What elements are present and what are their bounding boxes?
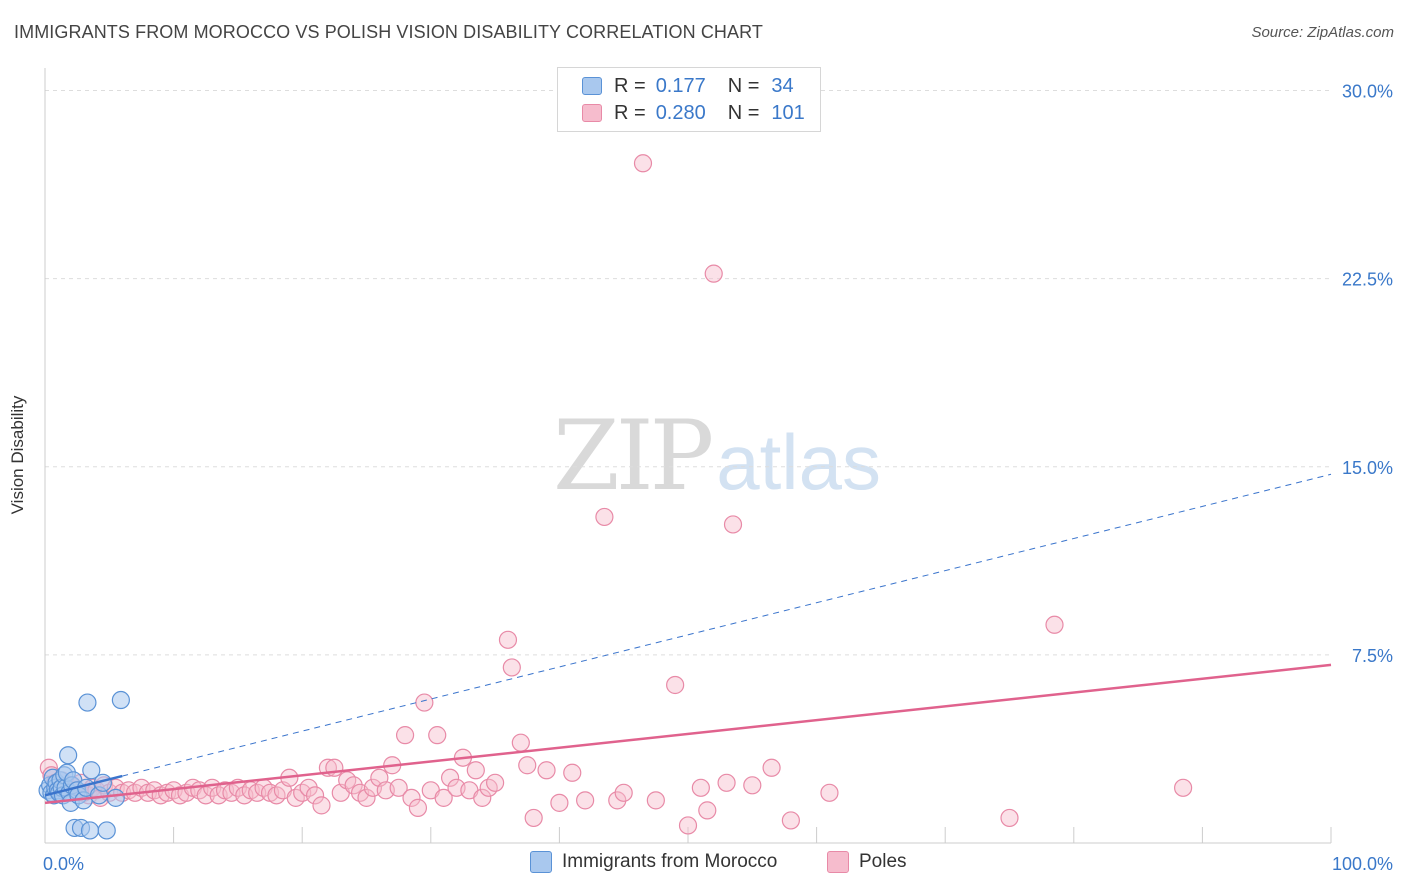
poles-point — [357, 788, 376, 807]
bottom-legend-label: Immigrants from Morocco — [562, 851, 778, 872]
morocco-trendline — [44, 774, 123, 797]
legend-row-morocco: R = 0.177 N = 34 — [582, 74, 794, 98]
y-tick-label: 7.5% — [1352, 646, 1393, 666]
bottom-legend-morocco: Immigrants from Morocco — [530, 851, 777, 873]
poles-point — [595, 507, 614, 527]
chart-title: IMMIGRANTS FROM MOROCCO VS POLISH VISION… — [14, 22, 763, 42]
poles-point — [473, 788, 492, 807]
poles-point — [614, 783, 633, 802]
poles-point — [723, 515, 743, 534]
poles-point — [486, 773, 505, 792]
poles-point — [550, 793, 569, 812]
poles-point — [502, 658, 521, 677]
x-tick-label: 0.0% — [43, 854, 84, 874]
bottom-legend-swatch-blue — [530, 851, 552, 873]
poles-point — [498, 630, 518, 649]
poles-point — [518, 756, 537, 775]
poles-point — [395, 726, 415, 745]
legend-n-value: 34 — [771, 74, 794, 97]
legend-r-value: 0.280 — [655, 101, 706, 124]
morocco-point — [82, 761, 101, 780]
morocco-point — [111, 690, 130, 710]
legend-n-label: N = — [727, 74, 760, 97]
poles-point — [428, 726, 447, 745]
poles-point — [704, 264, 723, 283]
poles-point — [402, 788, 421, 807]
poles-point — [1000, 808, 1019, 828]
poles-point — [434, 788, 453, 807]
poles-point — [717, 773, 736, 792]
poles-point — [305, 786, 325, 805]
legend-row-poles: R = 0.280 N = 101 — [582, 101, 805, 125]
legend-swatch-pink — [582, 104, 602, 122]
bottom-legend-label: Poles — [859, 851, 907, 872]
morocco-point — [78, 693, 97, 712]
source-credit: Source: ZipAtlas.com — [1251, 24, 1394, 41]
poles-point — [466, 761, 485, 780]
morocco-point — [106, 788, 125, 807]
legend-n-value: 101 — [771, 101, 805, 124]
legend-swatch-blue — [582, 77, 602, 95]
watermark: ZIPatlas — [553, 400, 881, 512]
legend-r-label: R = — [614, 101, 646, 124]
poles-point — [537, 761, 556, 780]
poles-point — [576, 791, 595, 810]
bottom-legend-poles: Poles — [827, 851, 907, 873]
poles-point — [781, 811, 800, 830]
poles-point — [646, 791, 665, 810]
y-tick-label: 22.5% — [1342, 270, 1393, 290]
poles-point — [563, 763, 582, 782]
poles-point — [312, 796, 331, 815]
watermark-zip: ZIP — [553, 400, 714, 512]
y-tick-label: 30.0% — [1342, 82, 1393, 102]
y-tick-label: 15.0% — [1342, 458, 1393, 478]
poles-point — [743, 776, 762, 795]
poles-point — [524, 808, 543, 828]
poles-point — [1174, 778, 1193, 797]
morocco-trendline-extension — [122, 473, 1332, 777]
legend-r-label: R = — [614, 74, 646, 97]
poles-point — [698, 801, 717, 820]
morocco-point — [97, 821, 116, 840]
watermark-atlas: atlas — [716, 418, 881, 506]
poles-point — [608, 791, 627, 810]
poles-trendline — [44, 663, 1332, 805]
poles-point — [299, 778, 318, 797]
poles-point — [1045, 615, 1064, 634]
correlation-legend: R = 0.177 N = 34 R = 0.280 N = 101 — [557, 67, 821, 132]
poles-point — [389, 778, 408, 797]
bottom-legend-swatch-pink — [827, 851, 849, 873]
poles-point — [820, 783, 839, 802]
poles-point — [511, 733, 530, 752]
poles-point — [762, 758, 781, 777]
morocco-point — [80, 821, 100, 840]
poles-point — [408, 798, 428, 817]
legend-n-label: N = — [727, 101, 760, 124]
poles-point — [633, 154, 653, 173]
legend-r-value: 0.177 — [655, 74, 706, 97]
poles-point — [440, 768, 460, 787]
poles-point — [691, 778, 710, 797]
morocco-point — [59, 746, 78, 765]
poles-point — [415, 693, 434, 712]
poles-point — [678, 816, 698, 835]
poles-point — [666, 675, 685, 695]
poles-point — [344, 776, 363, 795]
x-tick-label: 100.0% — [1332, 854, 1393, 874]
